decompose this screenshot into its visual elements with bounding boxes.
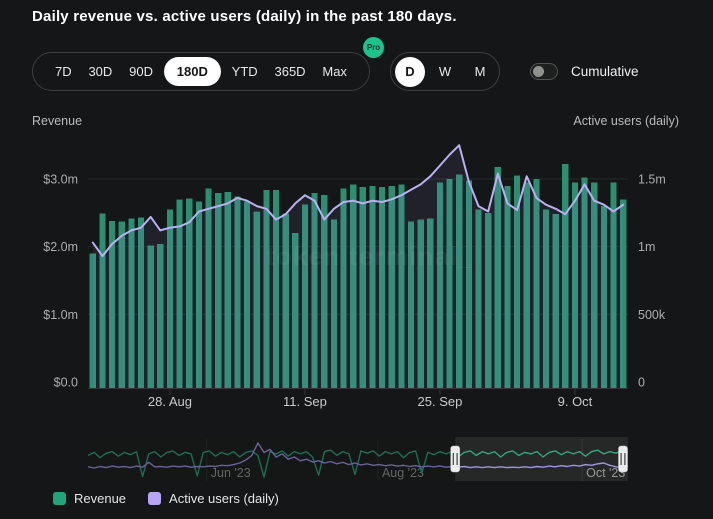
left-axis-tick-label: $1.0m <box>43 308 78 322</box>
main-chart: $3.0m $2.0m $1.0m $0.0 1.5m 1m 500k 0 28. Aug 11.… <box>0 132 713 420</box>
left-axis-title: Revenue <box>32 114 82 128</box>
navigator-unselected-mask <box>88 437 455 481</box>
cumulative-toggle[interactable] <box>530 63 558 80</box>
cumulative-toggle-wrap: Cumulative <box>530 63 639 80</box>
cumulative-label: Cumulative <box>571 64 639 79</box>
granularity-button-m[interactable]: M <box>465 57 495 87</box>
granularity-button-w[interactable]: W <box>430 57 460 87</box>
x-axis-tick-label: 25. Sep <box>418 394 463 409</box>
chart-title: Daily revenue vs. active users (daily) i… <box>32 8 457 25</box>
left-axis-tick-label: $3.0m <box>43 172 78 186</box>
range-button-180d[interactable]: 180D <box>164 57 221 86</box>
x-axis-tick-label: 28. Aug <box>148 394 192 409</box>
active-users-area <box>93 145 623 388</box>
time-range-selector: 7D30D90D180DYTD365DMax <box>32 52 370 91</box>
legend-swatch-icon <box>148 492 161 505</box>
chart-panel: Daily revenue vs. active users (daily) i… <box>0 0 713 519</box>
navigator-selected-range[interactable] <box>455 437 628 481</box>
granularity-selector: DWM <box>390 52 500 91</box>
range-button-ytd[interactable]: YTD <box>226 59 264 84</box>
granularity-button-d[interactable]: D <box>395 57 425 87</box>
x-axis-tick-label: 11. Sep <box>283 394 327 409</box>
range-button-7d[interactable]: 7D <box>49 59 78 84</box>
x-axis-tick-label: 9. Oct <box>558 394 593 409</box>
range-button-365d[interactable]: 365D <box>268 59 311 84</box>
legend: Revenue Active users (daily) <box>53 491 279 506</box>
legend-item-revenue[interactable]: Revenue <box>53 491 126 506</box>
right-axis-tick-label: 1.5m <box>638 173 666 187</box>
left-axis-tick-label: $2.0m <box>43 240 78 254</box>
legend-swatch-icon <box>53 492 66 505</box>
range-button-30d[interactable]: 30D <box>82 59 118 84</box>
right-axis-tick-label: 1m <box>638 240 655 254</box>
handle-grip-icon <box>451 446 460 472</box>
navigator-right-handle[interactable] <box>619 446 628 472</box>
legend-label: Active users (daily) <box>169 491 279 506</box>
handle-grip-icon <box>619 446 628 472</box>
right-axis-tick-label: 500k <box>638 308 666 322</box>
handle-grip-line <box>453 453 454 465</box>
handle-grip-line <box>621 453 622 465</box>
navigator-left-handle[interactable] <box>451 446 460 472</box>
legend-label: Revenue <box>74 491 126 506</box>
legend-item-active-users-daily[interactable]: Active users (daily) <box>148 491 279 506</box>
left-axis-tick-label: $0.0 <box>54 376 78 390</box>
pro-badge: Pro <box>363 37 384 58</box>
range-button-90d[interactable]: 90D <box>123 59 159 84</box>
right-axis-tick-label: 0 <box>638 376 645 390</box>
right-axis-title: Active users (daily) <box>573 114 679 128</box>
handle-grip-line <box>624 453 625 465</box>
handle-grip-line <box>457 453 458 465</box>
toggle-knob-icon <box>533 66 544 77</box>
range-button-max[interactable]: Max <box>316 59 353 84</box>
navigator[interactable]: Jun '23Aug '23Oct '23 <box>88 437 628 481</box>
